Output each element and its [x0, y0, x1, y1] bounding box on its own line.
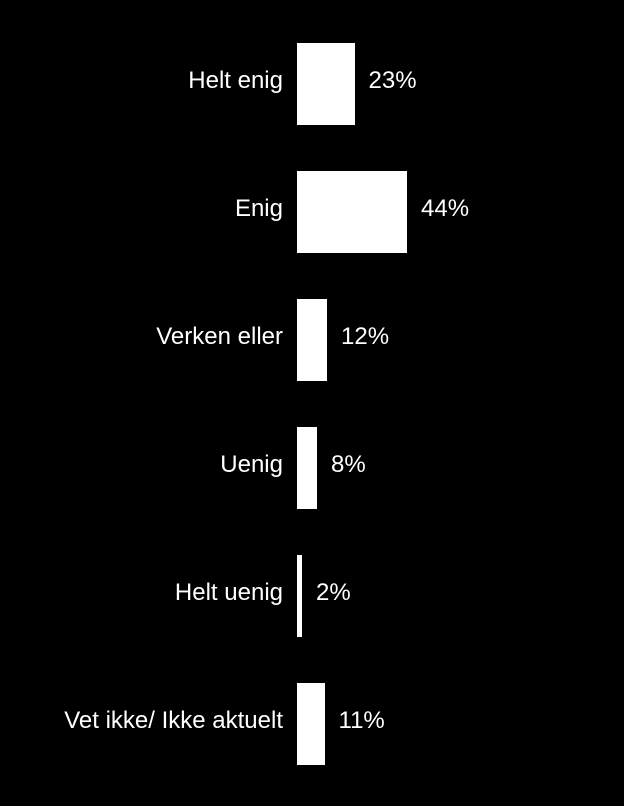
value-label: 23% [369, 67, 417, 95]
category-label: Helt enig [188, 67, 283, 95]
bar [297, 683, 325, 765]
chart-row: Helt uenig 2% [0, 532, 624, 660]
bar [297, 171, 407, 253]
value-label: 2% [316, 579, 351, 607]
bar [297, 299, 327, 381]
chart-row: Verken eller 12% [0, 276, 624, 404]
bar-chart: Helt enig 23% Enig 44% Verken eller 12% Uenig 8… [0, 0, 624, 806]
category-label: Uenig [220, 451, 283, 479]
chart-row: Helt enig 23% [0, 20, 624, 148]
category-label: Vet ikke/ Ikke aktuelt [64, 707, 283, 735]
category-label: Verken eller [156, 323, 283, 351]
bar [297, 555, 302, 637]
category-label: Helt uenig [175, 579, 283, 607]
value-label: 11% [339, 707, 385, 735]
bar [297, 43, 355, 125]
chart-row: Enig 44% [0, 148, 624, 276]
bar [297, 427, 317, 509]
value-label: 8% [331, 451, 366, 479]
value-label: 12% [341, 323, 389, 351]
chart-row: Uenig 8% [0, 404, 624, 532]
chart-row: Vet ikke/ Ikke aktuelt 11% [0, 660, 624, 788]
value-label: 44% [421, 195, 469, 223]
category-label: Enig [235, 195, 283, 223]
